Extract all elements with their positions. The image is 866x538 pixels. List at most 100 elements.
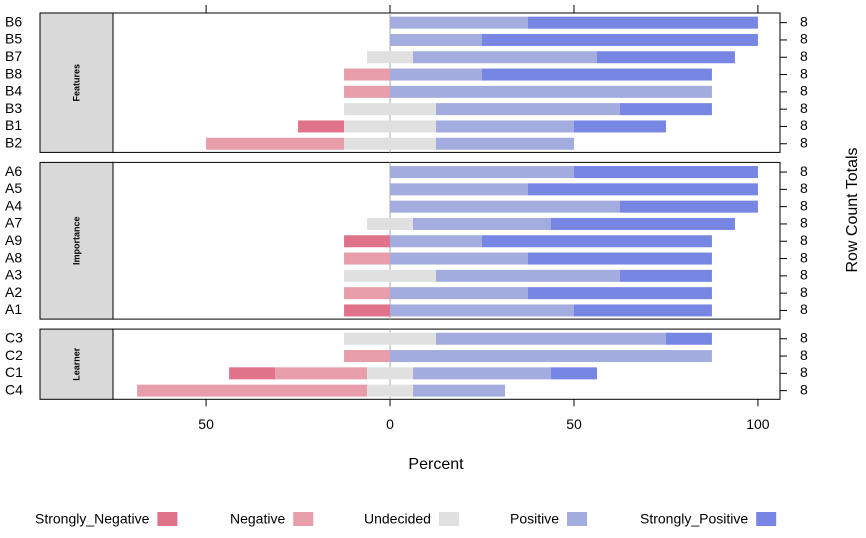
bar-segment xyxy=(367,217,414,230)
strip-label: Features xyxy=(71,64,81,102)
bar-segment xyxy=(573,166,758,179)
x-tick-label: 50 xyxy=(566,416,582,432)
bar-segment xyxy=(275,367,368,380)
bar-segment xyxy=(344,252,391,265)
bar-segment xyxy=(390,16,528,29)
bar-segment xyxy=(344,85,391,98)
row-label: A3 xyxy=(5,267,22,283)
bar-segment xyxy=(413,217,551,230)
row-label: A9 xyxy=(5,232,22,248)
bar-segment xyxy=(344,103,437,116)
panel xyxy=(112,12,781,153)
bar-segment xyxy=(436,120,574,133)
bar-segment xyxy=(344,235,391,248)
bar-segment xyxy=(344,269,437,282)
bar-segment xyxy=(390,68,483,81)
row-total: 8 xyxy=(800,284,808,300)
row-total: 8 xyxy=(800,329,808,345)
row-label: B1 xyxy=(5,117,22,133)
row-total: 8 xyxy=(800,232,808,248)
bar-segment xyxy=(413,367,551,380)
bar-segment xyxy=(573,304,712,317)
row-label: A5 xyxy=(5,180,22,196)
panel xyxy=(112,328,781,400)
row-total: 8 xyxy=(800,381,808,397)
bar-segment xyxy=(390,287,528,300)
bar-segment xyxy=(550,367,597,380)
x-tick-label: 0 xyxy=(386,416,394,432)
bar-segment xyxy=(390,304,574,317)
row-label: B5 xyxy=(5,31,22,47)
bar-segment xyxy=(390,166,574,179)
bar-segment xyxy=(527,16,758,29)
row-total: 8 xyxy=(800,163,808,179)
bar-segment xyxy=(344,68,391,81)
bar-segment xyxy=(436,269,620,282)
bar-segment xyxy=(436,103,620,116)
row-label: A1 xyxy=(5,301,22,317)
legend-label: Undecided xyxy=(364,511,431,527)
bar-segment xyxy=(436,332,666,345)
strip-label: Importance xyxy=(71,216,81,265)
row-total: 8 xyxy=(800,249,808,265)
strip-label: Learner xyxy=(71,347,81,381)
bar-segment xyxy=(206,137,345,150)
bar-segment xyxy=(390,235,483,248)
row-label: B2 xyxy=(5,134,22,150)
bar-segment xyxy=(298,120,345,133)
row-label: A6 xyxy=(5,163,22,179)
row-label: B3 xyxy=(5,100,22,116)
strip xyxy=(39,12,114,153)
x-tick-label: 50 xyxy=(198,416,214,432)
row-label: A7 xyxy=(5,215,22,231)
row-total: 8 xyxy=(800,197,808,213)
legend-swatch xyxy=(293,512,314,526)
bar-segment xyxy=(390,252,528,265)
bar-segment xyxy=(344,332,437,345)
row-label: C2 xyxy=(5,347,23,363)
bar-segment xyxy=(573,120,666,133)
row-label: C4 xyxy=(5,381,23,397)
row-label: C1 xyxy=(5,364,23,380)
bar-segment xyxy=(665,332,712,345)
row-total: 8 xyxy=(800,65,808,81)
row-label: C3 xyxy=(5,329,23,345)
row-label: B6 xyxy=(5,13,22,29)
row-total: 8 xyxy=(800,301,808,317)
legend-label: Strongly_Positive xyxy=(640,511,748,527)
bar-segment xyxy=(390,200,620,213)
bar-segment xyxy=(482,68,712,81)
bar-segment xyxy=(390,85,712,98)
bar-segment xyxy=(344,304,391,317)
row-label: A4 xyxy=(5,197,22,213)
row-label: A8 xyxy=(5,249,22,265)
strip xyxy=(39,328,114,400)
bar-segment xyxy=(344,120,437,133)
legend-swatch xyxy=(567,512,588,526)
legend-label: Negative xyxy=(230,511,285,527)
bar-segment xyxy=(344,287,391,300)
x-axis-title: Percent xyxy=(408,456,464,473)
bar-segment xyxy=(482,33,758,46)
legend-label: Strongly_Negative xyxy=(35,511,150,527)
bar-segment xyxy=(527,252,712,265)
bar-segment xyxy=(137,384,368,397)
bar-segment xyxy=(596,51,735,64)
bar-segment xyxy=(619,103,712,116)
bar-segment xyxy=(413,384,505,397)
bar-segment xyxy=(390,350,712,363)
bar-segment xyxy=(527,183,758,196)
row-total: 8 xyxy=(800,100,808,116)
bar-segment xyxy=(550,217,735,230)
row-total: 8 xyxy=(800,180,808,196)
bar-segment xyxy=(436,137,574,150)
legend-swatch xyxy=(157,512,178,526)
bar-segment xyxy=(367,384,414,397)
row-label: A2 xyxy=(5,284,22,300)
bar-segment xyxy=(619,269,712,282)
row-label: B8 xyxy=(5,65,22,81)
row-label: B7 xyxy=(5,48,22,64)
bar-segment xyxy=(527,287,712,300)
bar-segment xyxy=(619,200,758,213)
